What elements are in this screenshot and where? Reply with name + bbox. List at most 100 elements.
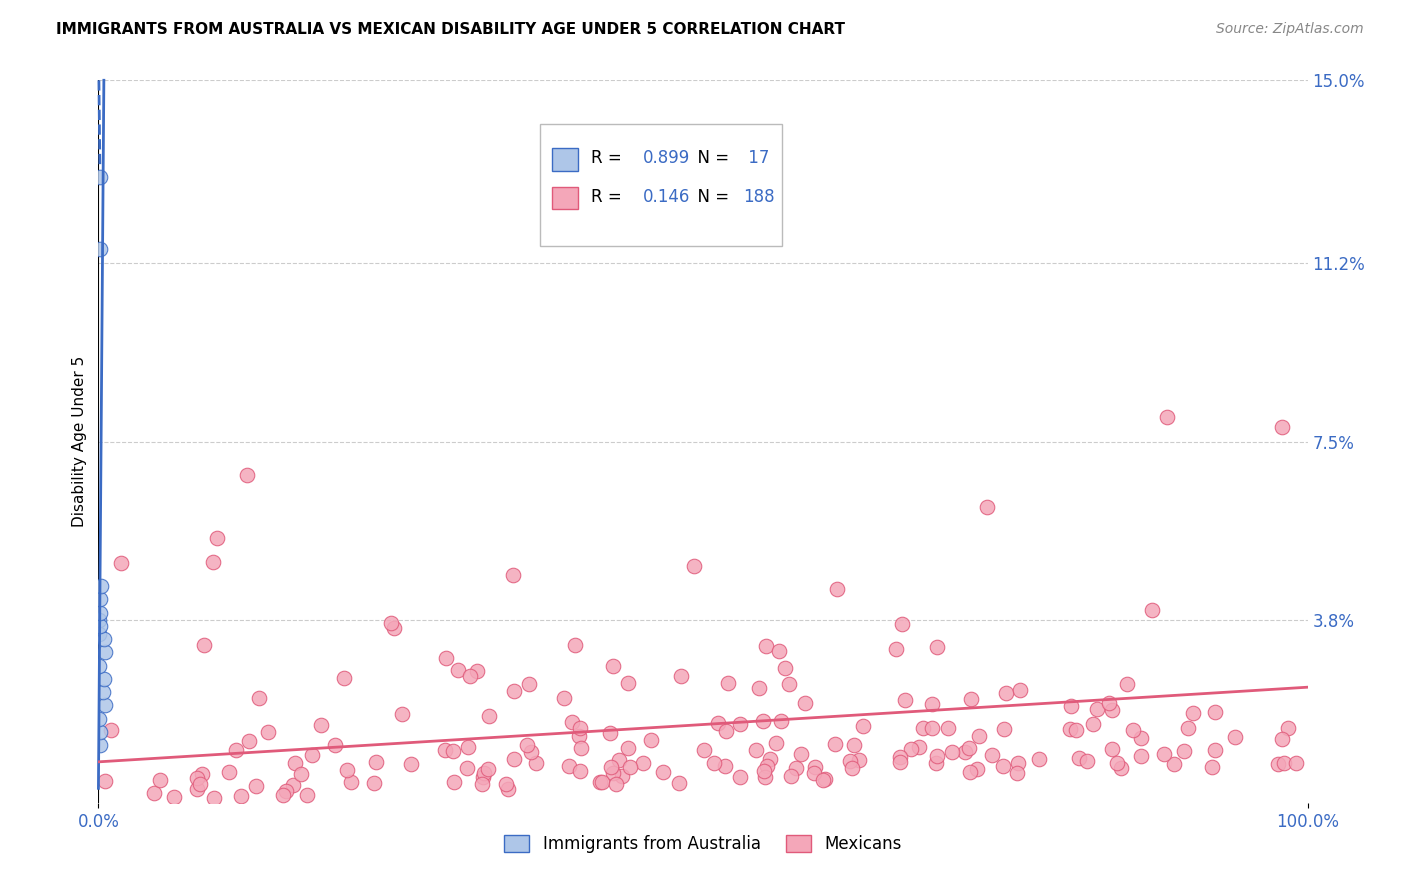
Point [852,719,875,733]
Point [804,760,827,774]
Point [364,756,387,770]
Point [188,777,211,791]
Point [825,582,848,597]
Point [616,676,638,690]
Point [779,769,801,783]
Point [1107,756,1129,770]
Point [149,773,172,788]
Point [93,632,115,646]
Point [201,555,224,569]
Point [1069,751,1091,765]
Point [1223,730,1246,744]
Point [91,685,114,699]
Point [441,743,464,757]
Point [927,749,949,764]
Point [1267,756,1289,771]
Point [848,753,870,767]
Point [602,766,624,780]
Point [290,767,312,781]
Point [301,747,323,762]
Point [957,741,980,756]
Point [1116,677,1139,691]
Point [524,756,547,771]
Point [765,736,787,750]
Point [773,661,796,675]
Point [1028,752,1050,766]
Point [471,770,494,784]
Point [245,779,267,793]
Point [89,592,111,607]
Point [1177,721,1199,735]
Point [1163,756,1185,771]
Y-axis label: Disability Age Under 5: Disability Age Under 5 [72,356,87,527]
Point [309,718,332,732]
Legend: Immigrants from Australia, Mexicans: Immigrants from Australia, Mexicans [498,828,908,860]
Point [889,749,911,764]
Point [936,721,959,735]
Point [340,775,363,789]
Point [89,619,111,633]
Point [844,738,866,752]
Point [457,740,479,755]
Point [391,706,413,721]
Point [793,696,815,710]
Point [1101,703,1123,717]
Point [1083,716,1105,731]
Point [668,775,690,789]
Point [612,769,634,783]
Point [728,770,751,784]
Point [631,756,654,770]
Point [748,681,770,695]
Point [193,638,215,652]
Text: N =: N = [688,149,735,168]
Point [519,745,541,759]
Point [434,742,457,756]
Point [465,664,488,678]
Point [1130,749,1153,764]
Point [1285,756,1308,771]
Point [498,782,520,797]
Point [706,716,728,731]
Point [503,683,526,698]
FancyBboxPatch shape [540,124,782,246]
Point [110,556,132,570]
Point [87,712,110,726]
Point [281,778,304,792]
Point [399,756,422,771]
Text: R =: R = [591,149,627,168]
Point [966,762,988,776]
Point [247,691,270,706]
Text: 0.899: 0.899 [643,149,690,168]
Point [619,760,641,774]
Point [617,741,640,756]
Point [1007,756,1029,771]
Point [894,693,917,707]
Point [235,468,257,483]
Point [814,772,837,787]
Point [502,752,524,766]
Point [89,242,111,256]
Point [890,616,912,631]
Point [561,714,583,729]
Text: IMMIGRANTS FROM AUSTRALIA VS MEXICAN DISABILITY AGE UNDER 5 CORRELATION CHART: IMMIGRANTS FROM AUSTRALIA VS MEXICAN DIS… [56,22,845,37]
Point [1153,747,1175,761]
Point [769,714,792,729]
Point [790,747,813,761]
Point [900,741,922,756]
Point [143,785,166,799]
Point [1272,756,1295,770]
Point [93,672,115,686]
Point [759,752,782,766]
Point [1156,410,1178,425]
Point [569,721,592,735]
Point [693,743,716,757]
Point [839,754,862,768]
Point [495,777,517,791]
Point [755,639,778,653]
Point [363,776,385,790]
Point [186,782,208,797]
Point [912,721,935,735]
Point [569,740,592,755]
Point [564,638,586,652]
Point [89,606,111,620]
